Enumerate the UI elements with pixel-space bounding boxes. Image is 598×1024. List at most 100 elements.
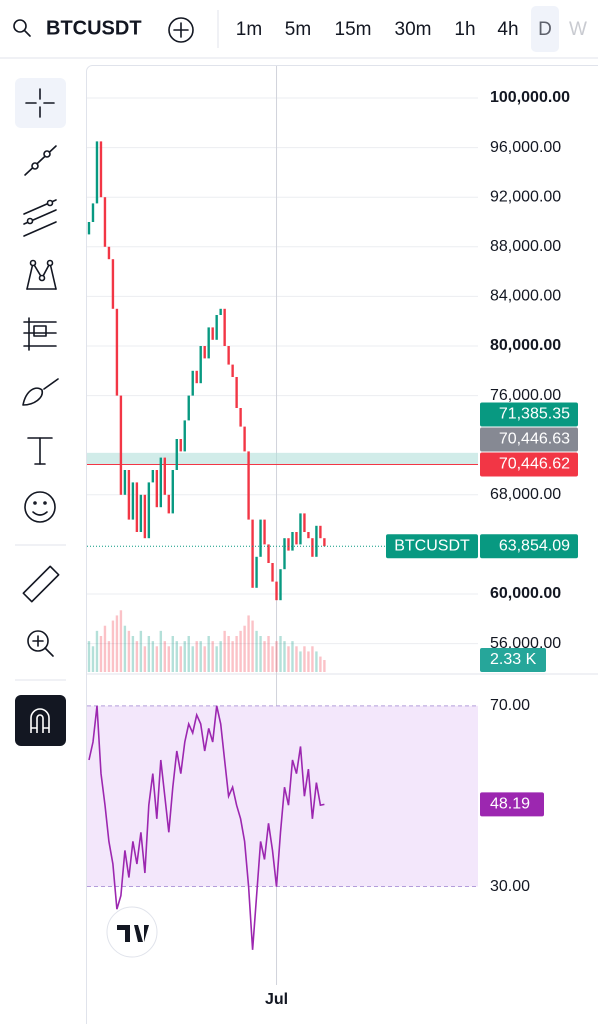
candle — [179, 438, 182, 452]
candle — [323, 538, 326, 547]
trendline-tool[interactable] — [24, 145, 57, 176]
volume-bar — [183, 641, 186, 672]
price-label: 70,446.63 — [499, 431, 570, 448]
candle — [199, 345, 202, 384]
volume-bar — [111, 620, 115, 672]
tool-selected-bg — [15, 78, 66, 128]
y-tick-label: 70.00 — [490, 697, 530, 714]
y-tick-label: 100,000.00 — [490, 89, 570, 106]
rsi-band — [87, 705, 478, 887]
interval[interactable]: 5m — [285, 19, 311, 40]
position-tool[interactable] — [23, 317, 57, 351]
volume-bar — [227, 636, 230, 672]
symbol[interactable]: BTCUSDT — [46, 17, 142, 39]
candle — [231, 364, 234, 377]
brush-tool[interactable] — [22, 378, 59, 406]
volume-bar — [263, 641, 266, 672]
candle — [227, 345, 230, 365]
candle — [111, 259, 115, 309]
volume-bar — [259, 636, 262, 672]
price-label-bg — [480, 427, 578, 452]
volume-bar — [315, 651, 318, 672]
volume-label: 2.33 K — [490, 651, 537, 668]
ruler-tool[interactable] — [22, 565, 60, 603]
volume-bar — [139, 630, 143, 672]
candle — [295, 532, 298, 545]
candle — [247, 451, 250, 520]
volume-bar — [171, 636, 174, 672]
y-tick-label: 68,000.00 — [490, 486, 561, 503]
candle — [255, 556, 258, 588]
volume-bar — [287, 646, 290, 672]
zoom-tool[interactable] — [27, 630, 54, 657]
interval-selected-bg — [531, 6, 559, 52]
y-tick-label: 88,000.00 — [490, 238, 561, 255]
volume-bar — [195, 641, 198, 672]
y-tick-label: 76,000.00 — [490, 387, 561, 404]
candle — [159, 457, 163, 508]
fib-tool[interactable] — [23, 199, 57, 237]
candle — [155, 470, 159, 508]
interval[interactable]: 1h — [454, 19, 475, 40]
price-label: 70,446.62 — [499, 456, 570, 473]
candle — [191, 370, 194, 396]
candle — [207, 327, 210, 359]
candle — [319, 525, 322, 539]
candle — [271, 563, 274, 582]
candle — [303, 513, 306, 533]
crosshair-tool[interactable] — [25, 88, 55, 118]
candle — [151, 470, 155, 483]
candle — [267, 544, 270, 564]
volume-bar — [131, 636, 135, 672]
add-symbol[interactable] — [168, 17, 194, 43]
volume-bar — [135, 641, 139, 672]
interval[interactable]: 15m — [335, 19, 372, 40]
candle — [315, 525, 318, 557]
candle — [127, 470, 131, 520]
volume-bar — [159, 630, 163, 672]
candle — [103, 197, 107, 247]
interval[interactable]: 1m — [236, 19, 262, 40]
candle — [167, 494, 170, 514]
candle — [291, 532, 294, 551]
y-tick-label: 60,000.00 — [490, 585, 561, 602]
magnet-bg[interactable] — [15, 695, 66, 746]
rsi-line — [88, 705, 325, 950]
interval[interactable]: 4h — [497, 19, 518, 40]
search-icon[interactable] — [13, 19, 31, 37]
volume-bar — [115, 615, 119, 672]
candle — [243, 426, 246, 452]
volume-bar — [199, 641, 202, 672]
volume-bar — [99, 636, 103, 672]
emoji-tool[interactable] — [24, 491, 56, 523]
volume-bar — [207, 636, 210, 672]
price-label: 71,385.35 — [499, 406, 570, 423]
volume-bar — [323, 660, 326, 672]
volume-bar — [155, 646, 159, 672]
volume-bar — [271, 646, 274, 672]
last-name-bg — [386, 534, 478, 559]
magnet-tool[interactable] — [30, 708, 50, 733]
volume-bar — [175, 641, 178, 672]
volume-bar — [151, 641, 155, 672]
interval[interactable]: D — [538, 19, 552, 40]
interval[interactable]: W — [569, 19, 587, 40]
candle — [91, 203, 95, 222]
text-tool[interactable] — [27, 437, 53, 465]
candle — [311, 538, 314, 557]
interval[interactable]: 30m — [395, 19, 432, 40]
volume-bar — [267, 636, 270, 672]
rsi-label: 48.19 — [490, 796, 530, 813]
candle — [131, 482, 135, 520]
volume-bar — [211, 641, 214, 672]
candle — [123, 470, 127, 495]
candle — [223, 308, 226, 346]
candle — [143, 494, 147, 539]
tv-logo[interactable] — [106, 906, 158, 958]
volume-bar — [235, 636, 238, 672]
price-label-bg — [480, 402, 578, 427]
volume-bar — [255, 630, 258, 672]
pattern-tool[interactable] — [26, 259, 57, 290]
candle — [299, 513, 302, 545]
candle — [147, 482, 151, 539]
